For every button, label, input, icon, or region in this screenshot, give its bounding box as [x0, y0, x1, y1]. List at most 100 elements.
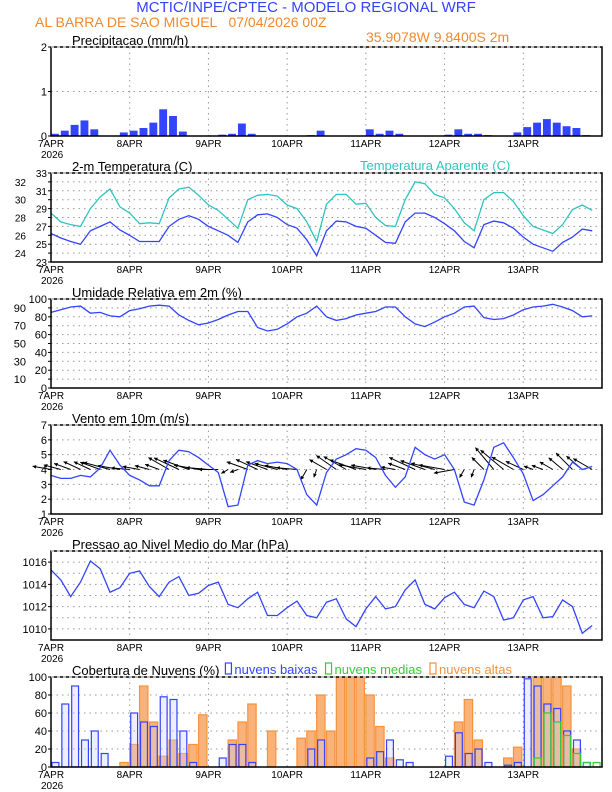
series-line — [50, 303, 593, 332]
location-date-subtitle: AL BARRA DE SAO MIGUEL 07/04/2026 00Z — [35, 14, 327, 30]
y-tick-label: 10 — [14, 374, 26, 386]
wind-vector-arrow — [491, 456, 514, 470]
x-tick-label: 11APR — [350, 643, 381, 654]
wind-arrowhead-icon — [316, 455, 321, 460]
y-tick-label: 1016 — [23, 557, 47, 569]
cloud-bar-nuvens-baixas — [90, 730, 99, 768]
wind-arrowhead-icon — [153, 457, 158, 462]
precip-bar — [316, 130, 325, 136]
wind-arrowhead-icon — [276, 466, 280, 470]
wind-arrowhead-icon — [309, 459, 314, 464]
wind-arrowhead-icon — [491, 457, 496, 461]
wind-vector-arrow — [400, 460, 426, 470]
precip-bar — [237, 123, 246, 136]
wind-arrowhead-icon — [300, 475, 305, 480]
x-tick-label: 7APR — [38, 139, 64, 150]
wind-arrowhead-icon — [523, 465, 528, 470]
cloud-bar-nuvens-altas — [197, 714, 208, 768]
wind-arrowhead-icon — [111, 466, 115, 471]
cloud-bar-nuvens-baixas — [218, 757, 227, 768]
x-tick-label: 11APR — [350, 770, 381, 781]
wind-arrowhead-icon — [475, 447, 480, 452]
wind-arrowhead-icon — [411, 462, 416, 466]
cloud-bar-nuvens-baixas — [159, 696, 168, 768]
cloud-bar-nuvens-altas — [296, 737, 306, 768]
wind-arrowhead-icon — [63, 461, 68, 465]
legend-entry: nuvens baixas — [234, 662, 318, 677]
cloud-bar-nuvens-baixas — [169, 698, 178, 768]
x-tick-label: 10APR — [271, 770, 303, 781]
x-tick-label: 8APR — [117, 770, 143, 781]
wind-arrowhead-icon — [122, 465, 127, 470]
x-tick-label: 11APR — [350, 517, 381, 528]
precip-bar — [129, 130, 138, 136]
precip-bar — [385, 130, 394, 136]
wind-arrowhead-icon — [226, 461, 231, 465]
precip-bar — [228, 133, 236, 136]
y-tick-label: 2 — [41, 494, 47, 506]
y-tick-label: 6 — [41, 435, 47, 447]
panel-pressure: 1010 1012 1014 1016 7APR 8APR 9APR 10APR 11APR 12… — [23, 537, 603, 665]
legend-swatch-icon — [224, 662, 233, 675]
x-tick-label: 12APR — [429, 139, 461, 150]
y-tick-label: 90 — [14, 303, 26, 315]
y-tick-label: 60 — [35, 708, 47, 720]
precip-bar — [119, 132, 128, 136]
x-tick-label: 13APR — [507, 265, 539, 276]
precip-bar — [139, 127, 148, 136]
y-tick-label: 40 — [35, 347, 47, 359]
wind-arrowhead-icon — [548, 457, 553, 462]
precip-bar — [80, 120, 89, 136]
precip-bar — [474, 133, 482, 136]
x-tick-label: 11APR — [350, 139, 381, 150]
x-tick-label: 13APR — [507, 139, 539, 150]
precip-bar — [90, 129, 99, 136]
x-tick-label: 10APR — [271, 139, 303, 150]
wind-vector-arrow — [418, 464, 445, 470]
y-tick-label: 20 — [35, 744, 47, 756]
wind-vector-arrow — [148, 457, 170, 470]
wind-vector-arrow — [475, 447, 495, 470]
x-tick-label: 9APR — [195, 391, 221, 402]
y-tick-label: 31 — [36, 187, 48, 198]
panel-title: Pressao ao Nivel Medio do Mar (hPa) — [72, 537, 289, 552]
wind-vector-arrow — [323, 456, 347, 470]
x-tick-label: 9APR — [195, 265, 221, 276]
wind-arrowhead-icon — [163, 459, 168, 464]
wind-arrowhead-icon — [471, 457, 476, 462]
y-tick-label: 5 — [41, 450, 47, 462]
x-year-label: 2026 — [41, 781, 64, 792]
x-tick-label: 8APR — [117, 643, 143, 654]
cloud-bar-nuvens-baixas — [563, 730, 572, 768]
legend-entry: nuvens medias — [335, 662, 423, 677]
wind-arrowhead-icon — [230, 469, 235, 473]
y-tick-label: 27 — [36, 222, 48, 233]
cloud-bar-nuvens-altas — [335, 676, 346, 768]
x-tick-label: 7APR — [38, 391, 64, 402]
wind-arrowhead-icon — [539, 461, 544, 466]
panel-title: Cobertura de Nuvens (%) — [72, 663, 219, 678]
x-tick-label: 12APR — [429, 391, 461, 402]
y-tick-label: 32 — [15, 178, 27, 189]
main-title: MCTIC/INPE/CPTEC - MODELO REGIONAL WRF — [136, 0, 476, 16]
precip-bar — [169, 115, 177, 136]
precip-bar — [572, 127, 581, 136]
y-tick-label: 100 — [29, 672, 47, 684]
y-tick-label: 4 — [41, 465, 47, 477]
wind-arrowhead-icon — [555, 452, 560, 457]
panel-title: Vento em 10m (m/s) — [72, 411, 189, 426]
precip-bar — [365, 129, 374, 136]
cloud-bar-nuvens-baixas — [464, 752, 473, 768]
cloud-bar-nuvens-baixas — [179, 730, 188, 768]
x-tick-label: 9APR — [195, 770, 221, 781]
y-tick-label: 0 — [41, 762, 47, 774]
x-tick-label: 10APR — [271, 265, 303, 276]
x-tick-label: 12APR — [429, 265, 461, 276]
panel-title: 2-m Temperatura (C) — [72, 159, 192, 174]
x-tick-label: 12APR — [429, 770, 461, 781]
wind-arrowhead-icon — [145, 463, 150, 468]
cloud-bar-nuvens-altas — [345, 676, 356, 768]
plot-frame — [50, 550, 603, 641]
precip-bar — [562, 126, 571, 136]
